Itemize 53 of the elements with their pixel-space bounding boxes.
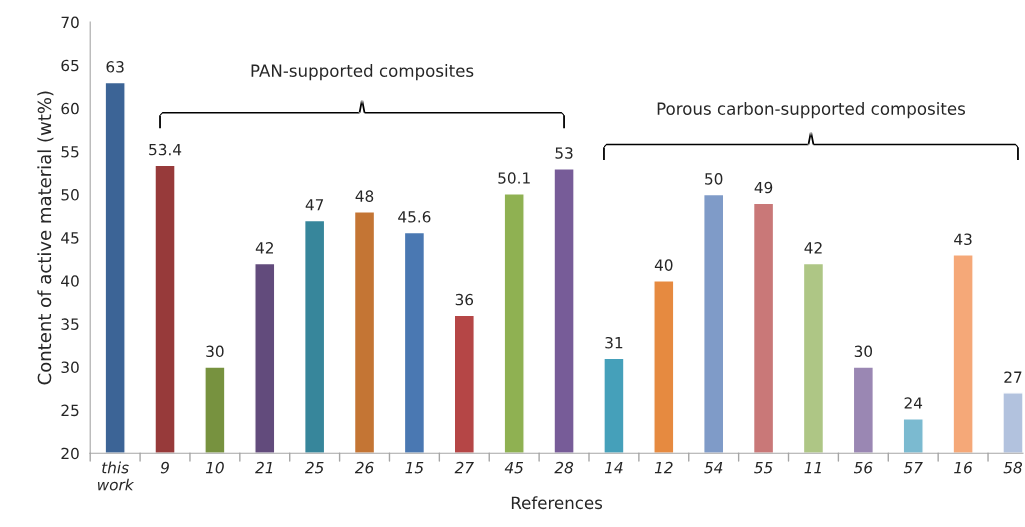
data-label: 40 (654, 259, 673, 271)
data-label: 24 (904, 397, 923, 409)
x-tick-label: 55 (754, 462, 773, 474)
x-tick-label: this work (97, 461, 135, 491)
data-label: 63 (106, 61, 124, 73)
x-tick-label: 27 (454, 461, 474, 474)
annotation: PAN-supported composites (251, 64, 474, 81)
data-label: 30 (854, 345, 873, 358)
x-tick-label: 10 (205, 461, 224, 474)
y-tick-label: 30 (61, 361, 79, 374)
x-axis-title: References (511, 496, 603, 510)
data-label: 45.6 (398, 211, 431, 223)
x-tick-label: 56 (853, 461, 873, 474)
y-tick-label: 70 (61, 16, 79, 29)
data-label: 53.4 (149, 143, 182, 156)
y-tick-label: 25 (61, 404, 79, 417)
x-tick-label: 25 (305, 461, 324, 474)
data-label: 50 (705, 173, 723, 185)
data-label: 48 (355, 190, 374, 202)
y-tick-label: 65 (61, 59, 79, 72)
data-label: 43 (954, 233, 972, 246)
x-tick-label: 58 (1003, 461, 1023, 474)
x-tick-label: 9 (160, 461, 169, 474)
annotation: Porous carbon-supported composites (657, 102, 966, 119)
y-tick-label: 35 (61, 318, 79, 330)
x-tick-label: 54 (704, 462, 723, 474)
data-label: 30 (206, 345, 224, 358)
y-tick-label: 20 (61, 447, 79, 460)
x-tick-label: 11 (804, 462, 821, 474)
x-tick-label: 16 (954, 461, 973, 474)
data-label: 50.1 (498, 172, 530, 184)
data-label: 42 (804, 242, 822, 254)
y-tick-label: 50 (61, 189, 79, 201)
x-tick-label: 14 (604, 462, 623, 474)
x-tick-label: 12 (654, 461, 673, 474)
data-label: 42 (255, 242, 273, 254)
data-label: 36 (455, 293, 474, 306)
y-axis-title: Content of active material (wt%) (37, 91, 54, 385)
y-tick-label: 45 (61, 232, 79, 244)
x-tick-label: 15 (405, 462, 424, 474)
y-tick-label: 40 (61, 275, 79, 287)
data-label: 27 (1004, 371, 1022, 383)
x-tick-label: 57 (903, 462, 923, 474)
data-label: 31 (605, 336, 623, 349)
data-label: 53 (555, 147, 573, 159)
x-tick-label: 45 (504, 462, 524, 474)
x-tick-label: 26 (354, 461, 374, 474)
y-tick-label: 60 (61, 102, 79, 115)
x-tick-label: 21 (255, 461, 273, 474)
data-label: 47 (305, 199, 324, 211)
x-tick-label: 28 (554, 461, 574, 474)
y-tick-label: 55 (61, 146, 79, 158)
data-label: 49 (754, 181, 773, 194)
